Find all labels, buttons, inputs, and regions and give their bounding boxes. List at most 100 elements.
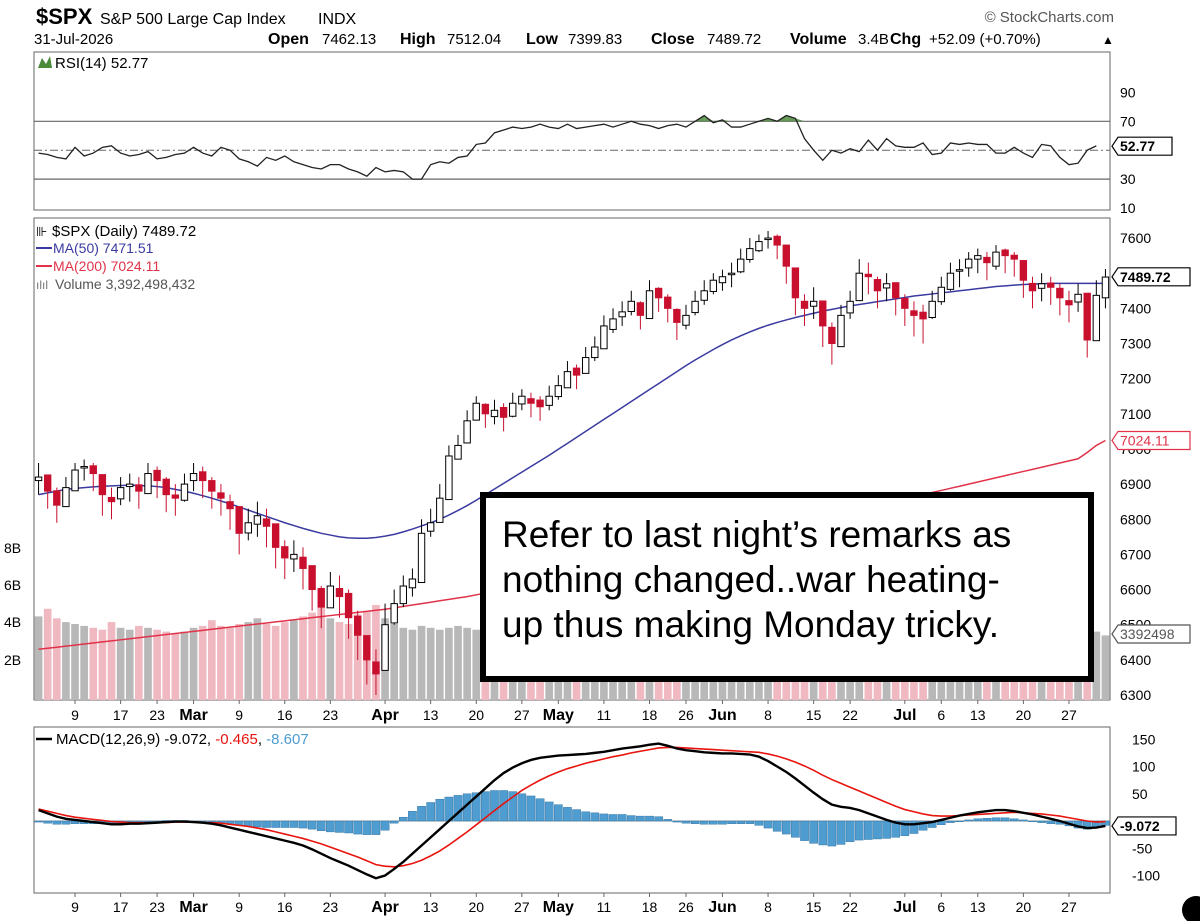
volume-bar [445,627,453,700]
x-tick-label: 6 [937,899,945,915]
histogram-bar [781,820,791,835]
volume-bar [98,629,107,700]
candle-body [381,624,389,671]
candle-body [153,469,161,482]
x-tick-label: Jun [708,707,736,724]
volume-bar [116,627,125,700]
histogram-bar [736,820,745,824]
candle-body [390,603,398,624]
volume-bar [189,627,198,700]
volume-bar [1092,631,1101,700]
volume-tick-label: 2B [4,652,21,668]
candle-body [955,269,964,272]
histogram-bar [690,820,700,824]
x-tick-label: 16 [277,899,293,915]
candle-body [1101,276,1110,299]
candle-body [463,420,471,444]
candle-body [882,283,891,289]
price-tick-label: 7200 [1120,371,1151,387]
volume-bar [317,606,326,700]
candle-body [34,476,43,482]
candle-body [974,255,982,260]
x-tick-label: 20 [468,899,484,915]
candle-body [53,490,61,506]
histogram-bar [435,799,445,822]
volume-bar [399,627,408,700]
candle-body [290,553,298,560]
candle-body [700,290,708,301]
candle-body [846,300,854,314]
candle-body [964,258,973,269]
histogram-bar [590,812,600,822]
histogram-bar [791,820,800,838]
price-tick-label: 7100 [1120,406,1151,422]
corner-dot [1182,896,1200,921]
histogram-bar [754,820,764,826]
candle-body [600,325,608,350]
histogram-bar [873,820,882,840]
x-tick-label: Jun [708,899,736,916]
volume-bar [135,625,143,700]
price-current-tag: 7489.72 [1111,267,1191,287]
candle-body [928,300,936,318]
histogram-bar [909,820,919,834]
histogram-bar [1009,818,1019,822]
histogram-bar [362,820,372,835]
candle-body [527,398,535,404]
x-tick-label: 9 [71,899,79,915]
histogram-bar [371,820,381,835]
candle-body [855,272,863,302]
x-tick-label: Apr [371,899,399,916]
x-tick-label: 20 [468,707,484,723]
volume-bar [335,622,344,700]
candle-body [536,399,544,408]
volume-bar [244,622,253,700]
candle-body [308,565,316,591]
x-tick-label: 9 [71,707,79,723]
candle-body [344,592,353,619]
candle-body [107,496,116,503]
histogram-bar [52,820,62,825]
candle-body [937,286,945,303]
histogram-bar [1037,820,1046,823]
rsi-tick-label: 90 [1120,84,1136,100]
histogram-bar [809,820,818,844]
histogram-bar [581,811,590,822]
candle-body [135,484,143,492]
candle-body [636,302,645,316]
candle-body [509,402,517,417]
histogram-bar [262,820,271,828]
candle-body [946,272,955,290]
candle-body [1065,300,1073,306]
rsi-current-tag-text: 52.77 [1120,138,1155,154]
rsi-legend-icon [38,56,52,68]
symbol-title: $SPX [36,4,93,29]
candle-body [755,241,763,252]
annotation-line: up thus making Monday tricky. [502,604,999,645]
histogram-bar [918,820,928,831]
histogram-bar [490,790,499,822]
volume-bar [180,631,189,700]
rsi-frame [33,51,1111,211]
candle-body [764,237,772,241]
candle-body [354,615,362,636]
volume-bar [71,624,79,700]
candle-body [436,497,444,523]
x-tick-label: 8 [764,899,772,915]
candle-body [472,402,480,421]
candle-body [773,235,781,246]
candle-body [399,585,407,605]
volume-current-tag-text: 3392498 [1120,626,1175,642]
x-tick-label: 11 [597,707,612,723]
volume-bar [344,624,353,700]
rsi-current-tag-box [1111,136,1173,156]
volume-bar [308,612,316,700]
x-tick-label: 23 [149,707,165,723]
candle-legend-icon: ⊪ [36,224,47,239]
histogram-bar [326,820,335,833]
histogram-bar [298,820,308,829]
candle-body [126,483,134,488]
volume-bar [253,618,262,700]
candle-body [490,409,499,418]
candle-body [828,326,836,344]
